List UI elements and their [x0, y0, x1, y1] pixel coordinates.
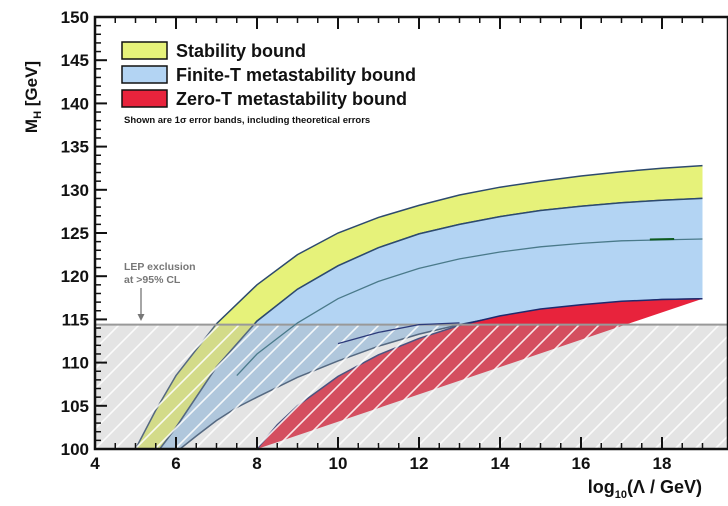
- lep-hatch-line: [134, 324, 260, 449]
- y-tick-label: 105: [61, 397, 89, 416]
- lines-layer: [95, 238, 728, 377]
- lep-hatch-line: [354, 324, 480, 449]
- x-tick-label: 14: [491, 454, 510, 473]
- lep-hatch-line: [554, 324, 680, 449]
- lep-hatch-line: [374, 324, 500, 449]
- lep-hatch-line: [95, 324, 180, 411]
- lep-hatch-line: [95, 324, 100, 331]
- y-tick-label: 100: [61, 440, 89, 459]
- lep-hatch-line: [514, 324, 640, 449]
- reference-line-1: [236, 238, 703, 377]
- band-edge-upper-finite-t: [159, 197, 703, 449]
- lep-hatch-line: [114, 324, 240, 449]
- lep-hatch-line: [334, 324, 460, 449]
- lep-hatch-line: [674, 394, 728, 449]
- band-stability: [135, 165, 703, 449]
- lep-hatch-line: [474, 324, 600, 449]
- y-axis-title: MH [GeV]: [22, 61, 44, 133]
- lep-hatch-line: [614, 334, 728, 449]
- lep-hatch-line: [174, 324, 300, 449]
- y-tick-label: 125: [61, 224, 89, 243]
- y-tick-label: 150: [61, 8, 89, 27]
- lep-hatch-line: [454, 324, 580, 449]
- y-tick-label: 115: [62, 310, 89, 329]
- y-tick-label: 110: [62, 354, 89, 373]
- legend-swatch-finite-t: [121, 65, 168, 84]
- y-tick-label: 135: [61, 138, 89, 157]
- y-axis-title-main: M: [22, 119, 41, 133]
- lep-hatch-line: [594, 324, 720, 449]
- legend-swatch-zero-t: [121, 89, 168, 108]
- legend-label-zero-t: Zero-T metastability bound: [176, 89, 407, 109]
- legend: Stability bound Finite-T metastability b…: [121, 41, 416, 126]
- lep-hatch-line: [95, 324, 220, 449]
- lep-hatch-line: [534, 324, 660, 449]
- lep-hatch-line: [234, 324, 360, 449]
- lep-hatch-line: [95, 324, 160, 391]
- legend-label-stability: Stability bound: [176, 41, 306, 61]
- lep-hatch-line: [414, 324, 540, 449]
- lep-hatch-line: [0, 325, 59, 449]
- lep-exclusion-shade: [95, 324, 728, 449]
- lep-annotation-line-2: at >95% CL: [124, 274, 181, 286]
- lep-hatch-line: [634, 354, 728, 449]
- lep-hatch-line: [214, 324, 340, 449]
- x-axis-title-sub: 10: [615, 489, 627, 501]
- x-axis-title-prefix: log: [588, 477, 615, 497]
- lep-annotation-arrowhead: [137, 314, 145, 321]
- lep-hatch-line: [694, 414, 728, 449]
- band-zero-t: [257, 298, 703, 449]
- band-edge-upper-stability: [134, 164, 703, 449]
- lep-hatch-line: [654, 374, 728, 449]
- legend-label-finite-t: Finite-T metastability bound: [176, 65, 416, 85]
- lep-annotation: LEP exclusion at >95% CL: [124, 261, 196, 321]
- x-tick-label: 8: [252, 454, 261, 473]
- lep-exclusion-region: [0, 324, 728, 449]
- x-axis-title-suffix: (Λ / GeV): [627, 477, 702, 497]
- x-tick-label: 12: [410, 454, 429, 473]
- x-axis-title: log10(Λ / GeV): [588, 477, 702, 501]
- x-tick-label: 18: [653, 454, 672, 473]
- lep-hatch-line: [434, 324, 560, 449]
- y-axis-title-sub: H: [32, 111, 44, 119]
- lep-hatch-line: [95, 324, 140, 371]
- y-tick-label: 140: [61, 94, 89, 113]
- lep-annotation-line-1: LEP exclusion: [124, 261, 196, 273]
- lep-hatch-line: [574, 324, 700, 449]
- ticks-layer: 4 6 8 10 12 14 16 18 100 105 110 115 120 125 130 135 140…: [61, 8, 704, 473]
- y-axis-title-suffix: [GeV]: [22, 61, 41, 111]
- y-tick-label: 120: [61, 267, 89, 286]
- lep-hatch-line: [314, 324, 440, 449]
- x-tick-label: 6: [171, 454, 180, 473]
- lep-hatch-line: [254, 324, 380, 449]
- y-tick-label: 130: [61, 181, 89, 200]
- lep-hatch-line: [154, 324, 280, 449]
- lep-hatch-line: [0, 325, 79, 449]
- lep-hatch-line: [194, 324, 320, 449]
- x-tick-label: 16: [572, 454, 591, 473]
- reference-line-2: [337, 322, 460, 345]
- x-tick-label: 4: [90, 454, 100, 473]
- lep-hatch-line: [494, 324, 620, 449]
- lep-hatch-line: [394, 324, 520, 449]
- lep-hatch-line: [294, 324, 420, 449]
- x-tick-label: 10: [329, 454, 348, 473]
- lep-hatch-line: [274, 324, 400, 449]
- legend-swatch-stability: [121, 41, 168, 60]
- legend-note: Shown are 1σ error bands, including theo…: [124, 115, 370, 126]
- y-tick-label: 145: [61, 51, 89, 70]
